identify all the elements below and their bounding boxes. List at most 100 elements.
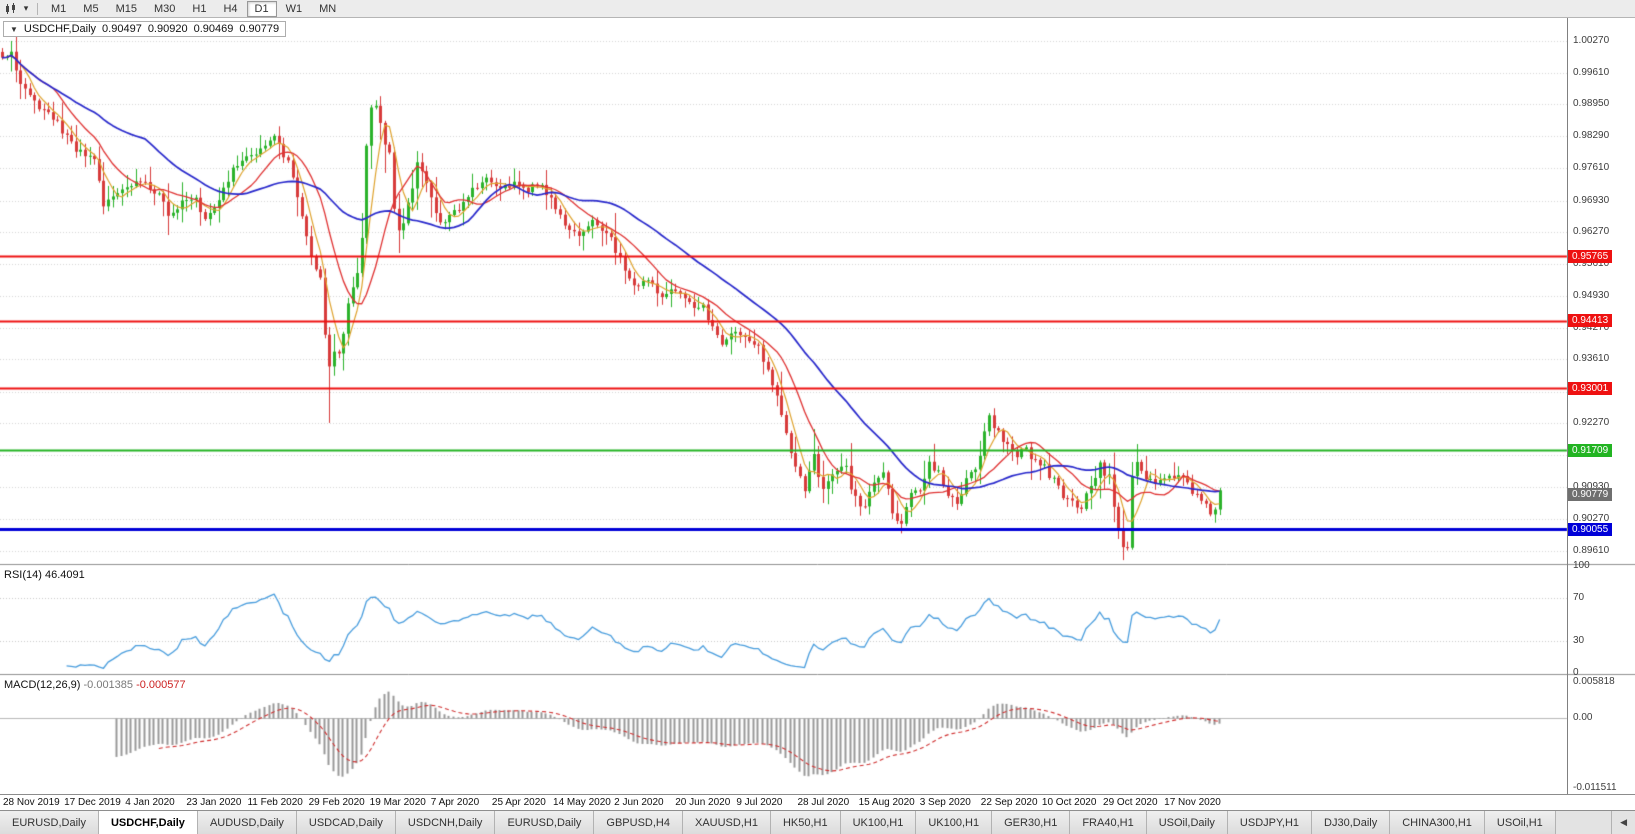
ohlc-open: 0.90497 [102,23,142,35]
price-line-tag: 0.90055 [1568,523,1613,536]
price-axis-tick: 0.94930 [1573,290,1610,302]
price-axis-tick: 0.94270 [1573,321,1610,333]
price-axis-tick: 0.96930 [1573,194,1610,206]
time-axis-label: 29 Feb 2020 [308,797,365,808]
timeframe-button-M15[interactable]: M15 [115,2,137,15]
time-axis-label: 20 Jun 2020 [675,797,731,808]
timeframe-button-M30[interactable]: M30 [153,2,176,15]
price-axis-tick: 0.90270 [1573,513,1610,525]
time-axis-label: 23 Jan 2020 [186,797,242,808]
price-axis-tick: 0.96270 [1573,226,1610,238]
price-axis-tick: -0.011511 [1573,781,1617,793]
rsi-indicator-name: RSI(14) [4,569,42,581]
tab-usoil-daily[interactable]: USOil,Daily [1146,811,1228,834]
chart-type-icon[interactable] [2,1,20,17]
tab-china300-h1[interactable]: CHINA300,H1 [1390,811,1485,834]
timeframe-button-M5[interactable]: M5 [83,2,99,15]
tab-ger30-h1[interactable]: GER30,H1 [992,811,1071,834]
timeframe-button-D1[interactable]: D1 [246,0,277,17]
collapse-icon[interactable]: ▼ [10,24,18,34]
ohlc-low: 0.90469 [193,23,234,35]
macd-label: MACD(12,26,9) -0.001385 -0.000577 [4,679,186,691]
tab-fra40-h1[interactable]: FRA40,H1 [1070,811,1147,834]
macd-signal-value: -0.000577 [136,679,186,691]
price-line-tag: 0.94413 [1568,314,1613,327]
chart-region: ▼ USDCHF,Daily 0.90497 0.90920 0.90469 0… [0,18,1635,810]
rsi-value: 46.4091 [44,569,85,581]
time-axis-label: 14 May 2020 [553,797,611,808]
time-axis-label: 28 Jul 2020 [797,797,850,808]
time-axis-label: 17 Dec 2019 [64,797,121,808]
time-axis-label: 15 Aug 2020 [858,797,915,808]
timeframe-button-W1[interactable]: W1 [285,2,303,15]
tab-usoil-h1[interactable]: USOil,H1 [1484,811,1556,834]
time-axis-label: 3 Sep 2020 [919,797,971,808]
time-axis-label: 19 Mar 2020 [369,797,426,808]
time-axis-label: 17 Nov 2020 [1164,797,1221,808]
tab-eurusd-daily[interactable]: EURUSD,Daily [495,811,595,834]
price-axis-tick: 0 [1573,667,1579,678]
price-line-tag: 0.93001 [1568,382,1613,395]
tab-uk100-h1[interactable]: UK100,H1 [916,811,993,834]
macd-main-value: -0.001385 [83,679,134,691]
time-axis-label: 29 Oct 2020 [1103,797,1158,808]
price-axis[interactable]: 1.00270 0.99610 0.98950 0.98290 0.97610 0.969… [1567,18,1635,794]
price-axis-tick: 30 [1573,634,1585,646]
tab-hk50-h1[interactable]: HK50,H1 [770,811,841,834]
symbol-tabbar: EURUSD,Daily USDCHF,Daily AUDUSD,Daily USDC… [0,810,1635,834]
tab-audusd-daily[interactable]: AUDUSD,Daily [197,811,297,834]
timeframe-toolbar: ▾ M1 M5 M15 M30 H1 H4 D1 W1 MN [0,0,1635,18]
tab-dj30-daily[interactable]: DJ30,Daily [1312,811,1391,834]
toolbar-separator [37,2,38,15]
rsi-label: RSI(14) 46.4091 [4,569,85,581]
time-axis-label: 4 Jan 2020 [125,797,175,808]
timeframe-buttons: M1 M5 M15 M30 H1 H4 D1 W1 MN [43,0,345,18]
time-axis-label: 7 Apr 2020 [430,797,480,808]
time-axis[interactable]: 28 Nov 2019 17 Dec 2019 4 Jan 2020 23 Jan 2… [0,794,1635,810]
time-axis-label: 10 Oct 2020 [1041,797,1097,808]
price-axis-tick: 0.93610 [1573,353,1610,365]
time-axis-label: 9 Jul 2020 [736,797,783,808]
time-axis-label: 22 Sep 2020 [980,797,1038,808]
timeframe-button-H4[interactable]: H4 [223,2,238,15]
timeframe-button-M1[interactable]: M1 [51,2,67,15]
ohlc-high: 0.90920 [147,23,188,35]
price-axis-tick: 0.005818 [1573,676,1615,687]
price-axis-tick: 0.98290 [1573,129,1610,141]
price-axis-tick: 0.95610 [1573,257,1610,269]
tab-usdjpy-h1[interactable]: USDJPY,H1 [1227,811,1313,834]
price-line-tag: 0.90779 [1568,488,1613,501]
chart-tabs: EURUSD,Daily USDCHF,Daily AUDUSD,Daily USDC… [0,811,1556,834]
price-chart-canvas[interactable] [0,18,1635,794]
tab-scroll-left-icon[interactable]: ◀ [1611,811,1635,834]
symbol-info-box[interactable]: ▼ USDCHF,Daily 0.90497 0.90920 0.90469 0… [3,21,287,37]
price-axis-tick: 1.00270 [1573,34,1610,46]
macd-indicator-name: MACD(12,26,9) [4,679,81,691]
tab-eurusd-daily[interactable]: EURUSD,Daily [0,811,99,834]
time-axis-label: 11 Feb 2020 [247,797,303,808]
chart-dropdown-icon[interactable]: ▾ [23,3,29,13]
tab-usdchf-daily[interactable]: USDCHF,Daily [98,811,198,834]
tab-usdcad-daily[interactable]: USDCAD,Daily [296,811,396,834]
price-axis-tick: 0.98950 [1573,98,1610,110]
symbol-title: USDCHF,Daily [23,23,97,35]
ohlc-close: 0.90779 [239,23,280,35]
price-axis-tick: 0.89610 [1573,544,1610,556]
price-line-tag: 0.91709 [1568,444,1613,457]
timeframe-button-H1[interactable]: H1 [192,2,207,15]
time-axis-label: 25 Apr 2020 [491,797,546,808]
price-axis-tick: 70 [1573,592,1585,604]
price-axis-tick: 0.00 [1573,711,1593,723]
time-axis-label: 28 Nov 2019 [3,797,60,808]
tab-gbpusd-h4[interactable]: GBPUSD,H4 [594,811,683,834]
tab-xauusd-h1[interactable]: XAUUSD,H1 [682,811,771,834]
tab-uk100-h1[interactable]: UK100,H1 [840,811,917,834]
timeframe-button-MN[interactable]: MN [319,2,337,15]
time-axis-label: 2 Jun 2020 [614,797,664,808]
price-axis-tick: 0.92270 [1573,417,1610,429]
price-axis-tick: 0.90930 [1573,481,1610,493]
tab-usdcnh-daily[interactable]: USDCNH,Daily [395,811,496,834]
price-line-tag: 0.95765 [1568,250,1613,263]
price-axis-tick: 0.99610 [1573,66,1610,78]
